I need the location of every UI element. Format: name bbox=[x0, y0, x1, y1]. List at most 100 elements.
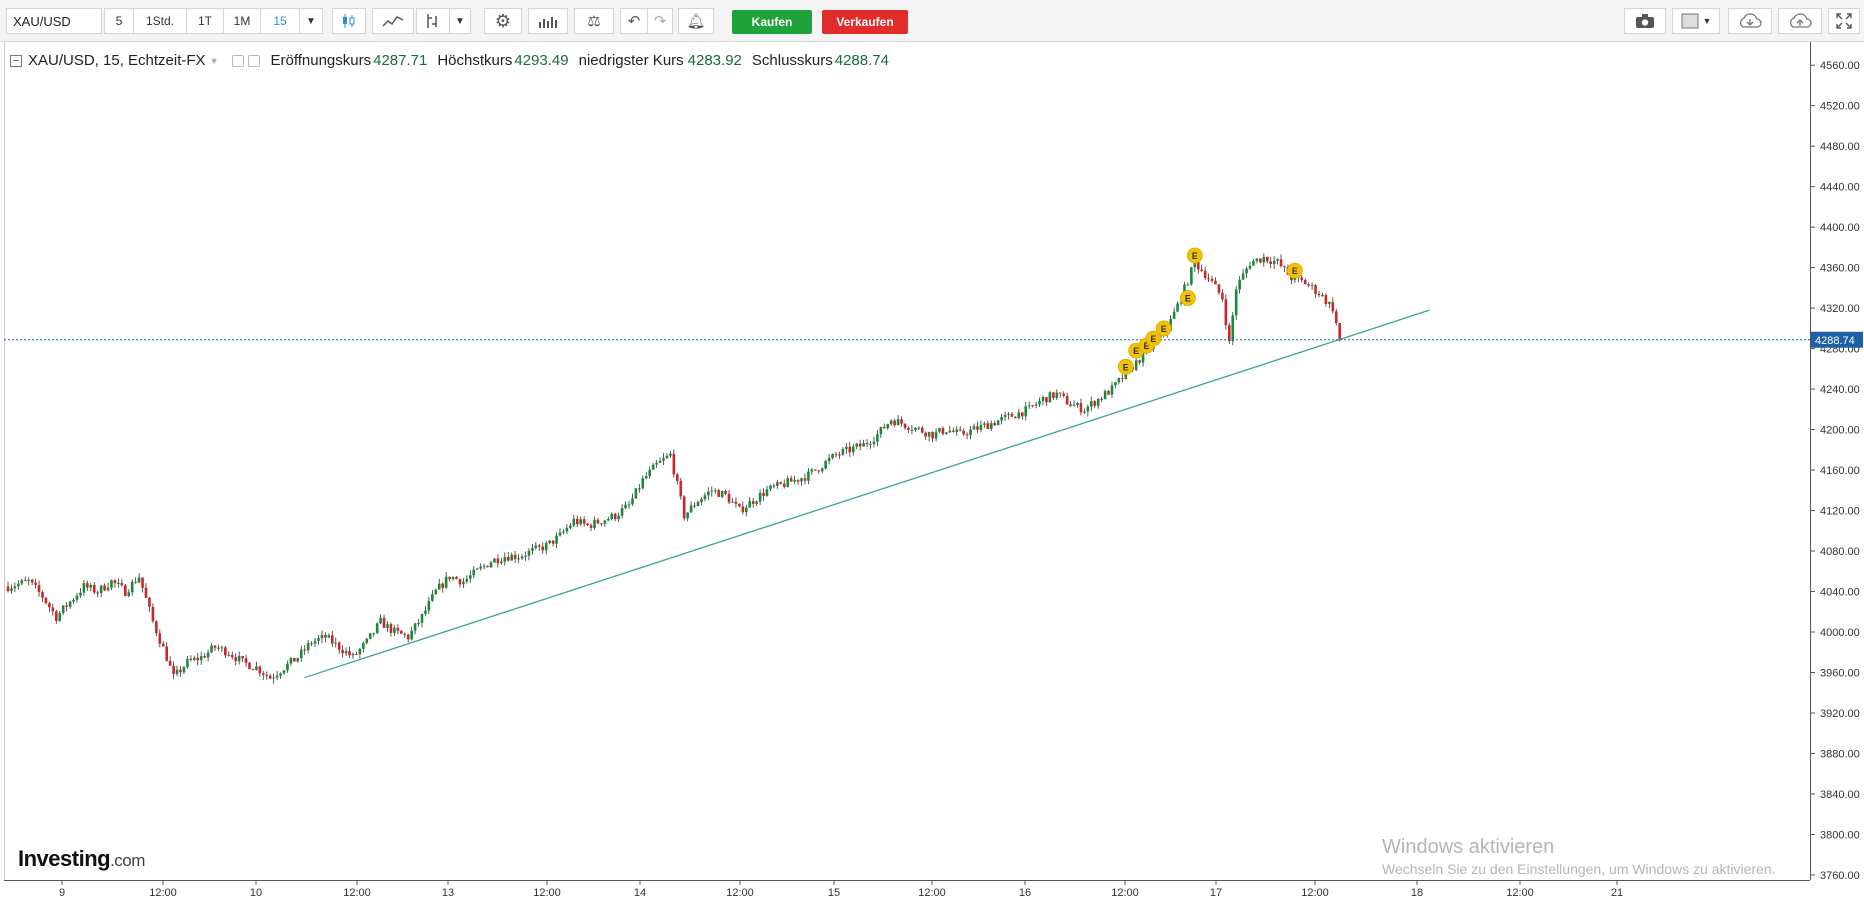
layout-button[interactable]: ▼ bbox=[1672, 8, 1720, 34]
candle-up bbox=[510, 554, 513, 561]
alert-button[interactable]: 🔔︎ bbox=[678, 8, 714, 34]
candle-up bbox=[465, 578, 469, 582]
collapse-legend-icon[interactable] bbox=[10, 54, 22, 67]
time-tick-label: 21 bbox=[1611, 887, 1623, 899]
candle-up bbox=[137, 577, 141, 583]
time-tick-label: 12:00 bbox=[726, 887, 754, 899]
legend-title[interactable]: XAU/USD, 15, Echtzeit-FX bbox=[28, 52, 206, 69]
close-value: 4288.74 bbox=[834, 52, 889, 69]
studies-button[interactable] bbox=[528, 8, 568, 34]
cloud-save-button[interactable] bbox=[1778, 8, 1822, 34]
candle-up bbox=[272, 677, 275, 679]
candle-up bbox=[1190, 267, 1193, 285]
symbol-input[interactable] bbox=[6, 8, 102, 34]
candle-down bbox=[148, 597, 151, 607]
candle-up bbox=[531, 548, 534, 551]
candle-down bbox=[952, 430, 955, 432]
price-tick-label: 4200.00 bbox=[1820, 425, 1860, 437]
candle-down bbox=[403, 633, 407, 635]
candle-down bbox=[803, 478, 807, 481]
fullscreen-button[interactable] bbox=[1828, 8, 1860, 34]
price-tick-label: 4000.00 bbox=[1820, 627, 1860, 639]
candle-up bbox=[1193, 261, 1197, 268]
candle-up bbox=[996, 420, 1000, 426]
candle-up bbox=[475, 568, 479, 570]
candle-down bbox=[1100, 398, 1103, 400]
candle-up bbox=[755, 501, 758, 504]
candle-up bbox=[1086, 406, 1090, 412]
candle-up bbox=[527, 550, 531, 556]
compare-button[interactable]: ⚖ bbox=[574, 8, 614, 34]
candle-up bbox=[555, 535, 558, 544]
candle-up bbox=[130, 581, 134, 593]
candle-down bbox=[589, 525, 593, 528]
candle-up bbox=[489, 562, 493, 568]
time-axis[interactable]: 9 12:00 10 12:00 13 12:00 14 12:00 15 12:00 16 12:0… bbox=[59, 880, 1623, 899]
interval-15-button[interactable]: 15 bbox=[260, 8, 300, 34]
candlestick-button[interactable] bbox=[332, 8, 366, 34]
candle-down bbox=[848, 446, 852, 453]
candle-up bbox=[983, 423, 986, 425]
candle-up bbox=[1055, 392, 1059, 399]
candle-up bbox=[417, 622, 420, 624]
chevron-down-icon[interactable]: ▼ bbox=[209, 55, 219, 66]
interval-5-button[interactable]: 5 bbox=[104, 8, 134, 34]
interval-dropdown-button[interactable]: ▼ bbox=[299, 8, 323, 34]
candle-down bbox=[941, 428, 945, 434]
settings-button[interactable]: ⚙ bbox=[484, 8, 522, 34]
interval-1m-button[interactable]: 1M bbox=[223, 8, 261, 34]
settings-small-icon[interactable] bbox=[248, 54, 261, 67]
candle-down bbox=[1203, 270, 1207, 279]
candle-up bbox=[296, 658, 300, 662]
candle-up bbox=[1110, 385, 1114, 395]
price-chart[interactable]: 4560.00 4520.00 4480.00 4440.00 4400.00 4360.… bbox=[0, 42, 1864, 900]
candle-up bbox=[886, 424, 890, 429]
candle-up bbox=[1072, 404, 1076, 407]
candle-down bbox=[120, 582, 124, 586]
sell-button[interactable]: Verkaufen bbox=[822, 10, 908, 34]
interval-1d-button[interactable]: 1T bbox=[186, 8, 224, 34]
candle-up bbox=[193, 657, 196, 661]
candle-up bbox=[689, 505, 693, 513]
candle-up bbox=[358, 648, 362, 655]
candle-up bbox=[327, 635, 331, 638]
candle-up bbox=[624, 504, 627, 509]
candle-up bbox=[175, 669, 179, 675]
candle-up bbox=[1090, 401, 1093, 407]
price-axis[interactable]: 4560.00 4520.00 4480.00 4440.00 4400.00 4360.… bbox=[1810, 60, 1860, 882]
eye-icon[interactable] bbox=[232, 54, 245, 67]
candle-up bbox=[927, 431, 931, 437]
screenshot-button[interactable] bbox=[1624, 8, 1666, 34]
candle-down bbox=[962, 430, 965, 435]
candle-down bbox=[541, 546, 545, 551]
buy-button[interactable]: Kaufen bbox=[732, 10, 812, 34]
event-marker-label: E bbox=[1133, 346, 1139, 356]
candle-down bbox=[1221, 292, 1224, 300]
indicator-dropdown-button[interactable]: ▼ bbox=[449, 8, 471, 34]
candle-up bbox=[368, 633, 372, 639]
event-marker bbox=[1186, 247, 1203, 264]
candle-down bbox=[1058, 392, 1062, 394]
interval-1h-button[interactable]: 1Std. bbox=[133, 8, 187, 34]
candle-up bbox=[434, 589, 438, 595]
candle-down bbox=[679, 480, 683, 497]
candle-down bbox=[258, 666, 262, 674]
candle-up bbox=[665, 455, 669, 459]
candle-down bbox=[165, 646, 168, 661]
indicator-button[interactable] bbox=[416, 8, 450, 34]
trendline[interactable] bbox=[304, 309, 1430, 679]
candle-down bbox=[448, 576, 451, 580]
candle-down bbox=[41, 592, 44, 598]
candle-up bbox=[1241, 273, 1245, 280]
candle-up bbox=[607, 519, 610, 521]
candle-up bbox=[1234, 289, 1238, 316]
candle-down bbox=[396, 627, 400, 631]
candle-down bbox=[724, 490, 727, 494]
undo-button[interactable]: ↶ bbox=[620, 8, 648, 34]
undo-icon: ↶ bbox=[627, 13, 641, 30]
redo-button[interactable]: ↷ bbox=[647, 8, 673, 34]
candle-down bbox=[23, 580, 27, 582]
line-chart-button[interactable] bbox=[372, 8, 414, 34]
cloud-load-button[interactable] bbox=[1728, 8, 1772, 34]
